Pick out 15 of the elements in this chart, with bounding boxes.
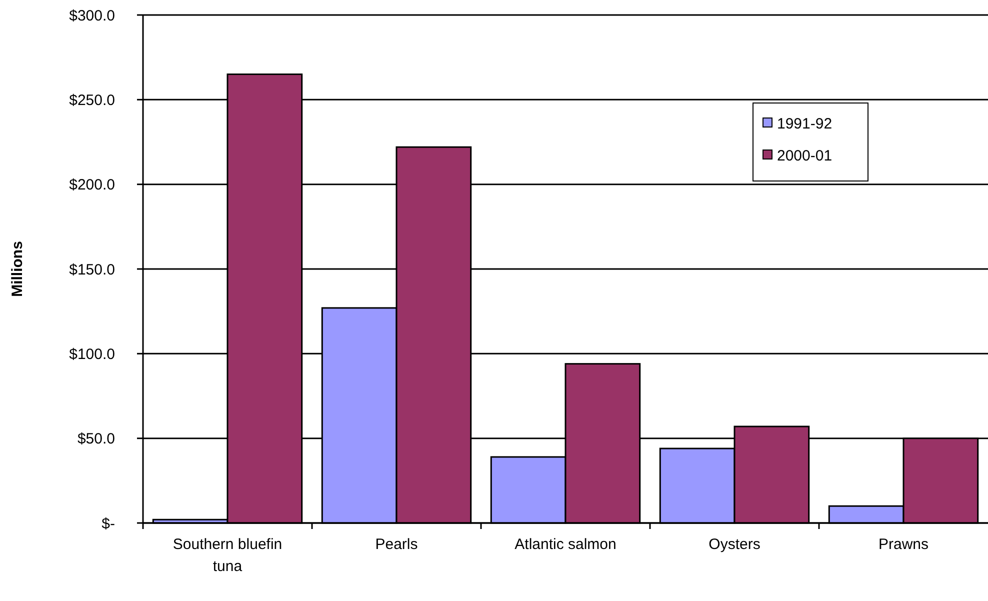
x-tick-label: Atlantic salmon <box>514 536 616 553</box>
y-tick-label: $- <box>102 515 115 532</box>
x-tick-label: Southern bluefin tuna <box>172 536 282 575</box>
y-axis-title: Millions <box>9 241 26 297</box>
y-tick-label: $250.0 <box>69 92 115 109</box>
legend-label: 2000-01 <box>777 147 832 164</box>
x-tick-label: Pearls <box>375 536 418 553</box>
legend-label: 1991-92 <box>777 115 832 132</box>
x-tick-label: Prawns <box>878 536 929 553</box>
y-tick-label: $100.0 <box>69 346 115 363</box>
x-tick-label: Oysters <box>708 536 760 553</box>
y-tick-label: $150.0 <box>69 261 115 278</box>
y-tick-label: $50.0 <box>77 430 115 448</box>
y-tick-label: $300.0 <box>69 7 115 24</box>
y-tick-label: $200.0 <box>69 176 115 194</box>
